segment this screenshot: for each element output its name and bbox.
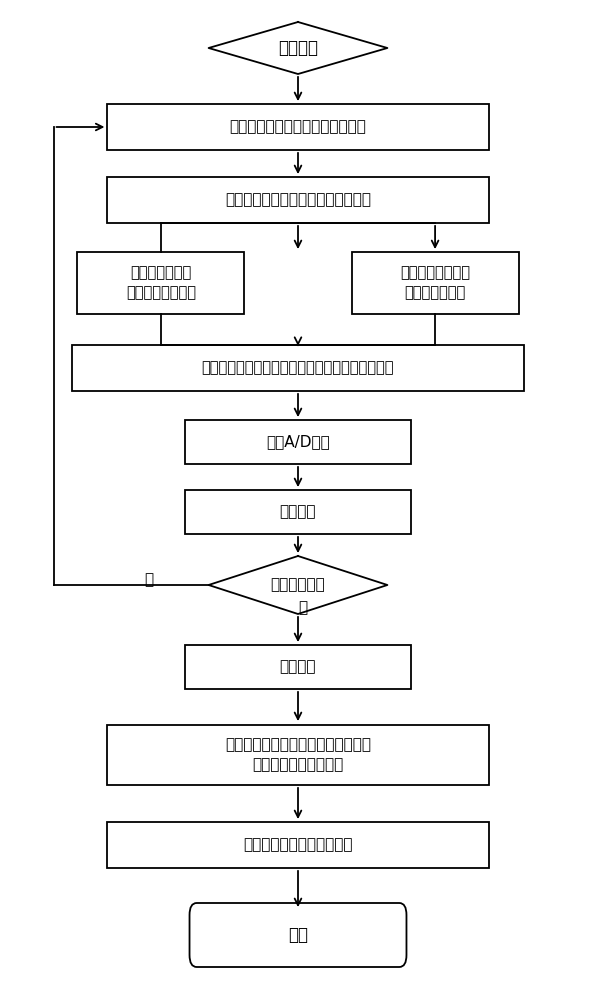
Text: 接收超声波信号，
并滤波放大整形: 接收超声波信号， 并滤波放大整形 [400,266,470,300]
Text: 保存数据: 保存数据 [280,660,316,674]
Bar [185,420,411,464]
Text: 否: 否 [298,600,308,615]
Text: 发射超声波信号，启动标准延时程序: 发射超声波信号，启动标准延时程序 [225,192,371,208]
Bar [107,725,489,785]
Bar [77,252,244,314]
Text: 是: 是 [144,572,154,587]
Text: 控制切换开关，选定顺程测量通道: 控制切换开关，选定顺程测量通道 [229,119,367,134]
Bar [107,177,489,223]
Text: 数据处理: 数据处理 [280,504,316,520]
Bar [107,822,489,868]
Text: 求得顺程和逆程之间的时差: 求得顺程和逆程之间的时差 [243,838,353,852]
Bar [107,104,489,150]
Text: 数据是否有误: 数据是否有误 [271,578,325,592]
Bar [72,345,524,391]
Text: 开启A/D转换: 开启A/D转换 [266,434,330,450]
Bar [185,490,411,534]
Text: 结束: 结束 [288,926,308,944]
Text: 流程开始: 流程开始 [278,39,318,57]
Bar [185,645,411,689]
Text: 控制收发开关，选定逆程测量通道，
然后重复执行上述步骤: 控制收发开关，选定逆程测量通道， 然后重复执行上述步骤 [225,738,371,772]
Text: 鉴相产生时差信号，并经过积分电路转变为电压量: 鉴相产生时差信号，并经过积分电路转变为电压量 [202,360,394,375]
Text: 标准延时中断，
产生标准延时信号: 标准延时中断， 产生标准延时信号 [126,266,196,300]
FancyBboxPatch shape [190,903,406,967]
Bar [352,252,519,314]
